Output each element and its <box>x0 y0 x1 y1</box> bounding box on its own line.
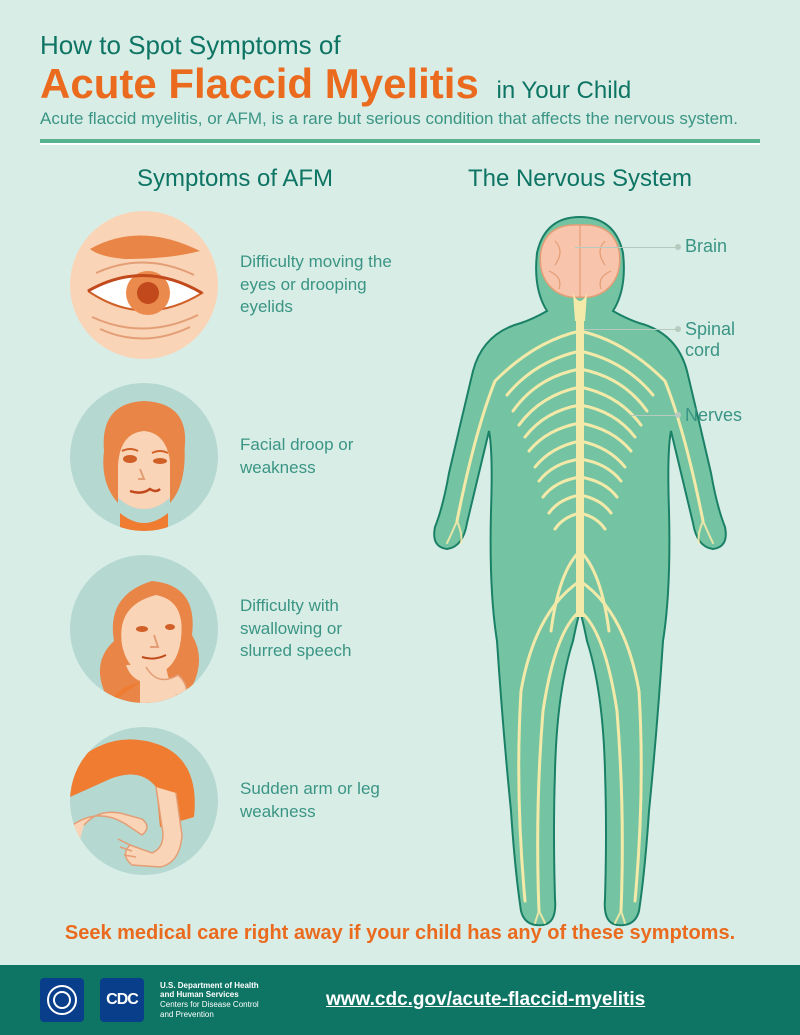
title-suffix: in Your Child <box>496 77 631 104</box>
label-spinal-cord: Spinal cord <box>685 319 735 361</box>
title-text: Acute Flaccid Myelitis <box>40 60 479 107</box>
symptom-text: Difficulty with swallowing or slurred sp… <box>240 595 395 664</box>
symptom-text: Difficulty moving the eyes or drooping e… <box>240 251 395 320</box>
leader-spinal <box>584 329 677 330</box>
dept-line: U.S. Department of Health and Human Serv… <box>160 981 259 1000</box>
header-title: Acute Flaccid Myelitis in Your Child <box>40 63 760 105</box>
symptoms-title: Symptoms of AFM <box>70 165 400 193</box>
centers-line: Centers for Disease Control and Preventi… <box>160 1000 259 1019</box>
header-subtitle: Acute flaccid myelitis, or AFM, is a rar… <box>40 109 760 129</box>
symptom-face-droop: Facial droop or weakness <box>70 383 400 531</box>
nervous-system-column: The Nervous System <box>400 165 760 950</box>
content-row: Symptoms of AFM Difficulty moving <box>40 165 760 950</box>
nervous-system-title: The Nervous System <box>400 165 760 193</box>
label-brain: Brain <box>685 236 727 257</box>
symptom-eye: Difficulty moving the eyes or drooping e… <box>70 211 400 359</box>
cdc-logo-icon: CDC <box>100 978 144 1022</box>
face-droop-icon <box>70 383 218 531</box>
symptom-arm: Sudden arm or leg weakness <box>70 727 400 875</box>
symptom-text: Facial droop or weakness <box>240 434 395 480</box>
call-to-action: Seek medical care right away if your chi… <box>0 922 800 945</box>
symptom-text: Sudden arm or leg weakness <box>240 778 395 824</box>
header-divider <box>40 139 760 145</box>
header: How to Spot Symptoms of Acute Flaccid My… <box>40 30 760 145</box>
leader-nerves <box>631 415 677 416</box>
symptom-swallow: Difficulty with swallowing or slurred sp… <box>70 555 400 703</box>
symptoms-column: Symptoms of AFM Difficulty moving <box>40 165 400 950</box>
leader-brain <box>575 247 677 248</box>
label-nerves: Nerves <box>685 405 742 426</box>
body-diagram: Brain Spinal cord Nerves <box>425 211 735 931</box>
header-pretitle: How to Spot Symptoms of <box>40 30 760 61</box>
footer-dept-text: U.S. Department of Health and Human Serv… <box>160 981 270 1019</box>
footer: CDC U.S. Department of Health and Human … <box>0 965 800 1035</box>
swallow-icon <box>70 555 218 703</box>
hhs-logo-icon <box>40 978 84 1022</box>
footer-url-link[interactable]: www.cdc.gov/acute-flaccid-myelitis <box>326 989 645 1011</box>
eye-icon <box>70 211 218 359</box>
arm-icon <box>70 727 218 875</box>
infographic-page: How to Spot Symptoms of Acute Flaccid My… <box>0 0 800 1035</box>
